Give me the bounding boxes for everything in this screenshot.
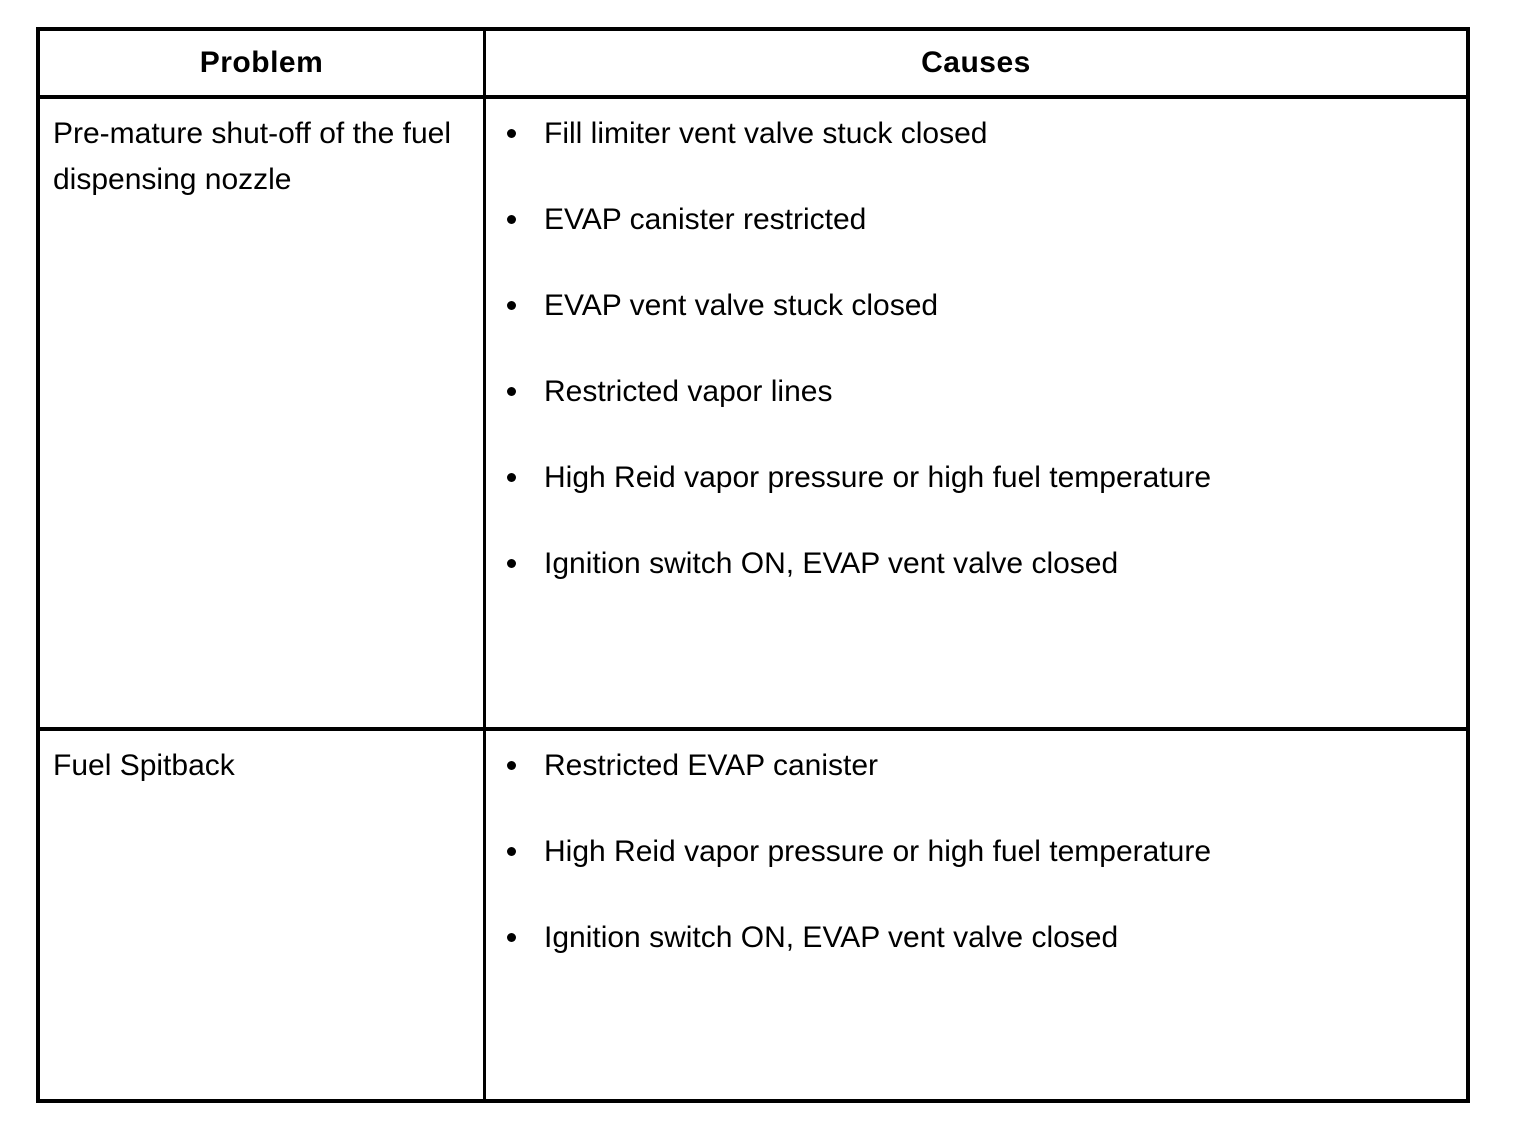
causes-bullet-list: Restricted EVAP canister High Reid vapor … <box>486 731 1466 961</box>
bullet-icon <box>507 933 516 942</box>
bullet-icon <box>507 559 516 568</box>
cause-text: Restricted EVAP canister <box>544 749 879 782</box>
cause-list-item: High Reid vapor pressure or high fuel te… <box>486 829 1456 875</box>
cause-text: EVAP vent valve stuck closed <box>544 289 939 322</box>
bullet-icon <box>507 129 516 138</box>
table-row: Pre-mature shut-off of the fuel dispensi… <box>40 95 1466 727</box>
table-header-row: Problem Causes <box>40 31 1466 95</box>
bullet-icon <box>507 847 516 856</box>
header-cell-problem: Problem <box>40 31 486 95</box>
cause-text: High Reid vapor pressure or high fuel te… <box>544 461 1212 494</box>
problem-description: Pre-mature shut-off of the fuel dispensi… <box>53 117 451 196</box>
cause-list-item: Restricted vapor lines <box>486 369 1456 415</box>
causes-cell: Fill limiter vent valve stuck closed EVAP… <box>486 99 1466 727</box>
cause-text: Fill limiter vent valve stuck closed <box>544 117 988 150</box>
bullet-icon <box>507 215 516 224</box>
cause-list-item: EVAP vent valve stuck closed <box>486 283 1456 329</box>
cause-list-item: EVAP canister restricted <box>486 197 1456 243</box>
problem-causes-table: Problem Causes Pre-mature shut-off of th… <box>36 27 1470 1103</box>
problem-description: Fuel Spitback <box>53 749 235 782</box>
cause-text: High Reid vapor pressure or high fuel te… <box>544 835 1212 868</box>
cause-list-item: Fill limiter vent valve stuck closed <box>486 111 1456 157</box>
bullet-icon <box>507 387 516 396</box>
bullet-icon <box>507 761 516 770</box>
causes-cell: Restricted EVAP canister High Reid vapor … <box>486 731 1466 1099</box>
cause-text: EVAP canister restricted <box>544 203 867 236</box>
cause-list-item: High Reid vapor pressure or high fuel te… <box>486 455 1456 501</box>
cause-text: Ignition switch ON, EVAP vent valve clos… <box>544 547 1119 580</box>
table-row: Fuel Spitback Restricted EVAP canister Hi… <box>40 727 1466 1099</box>
problem-cell: Fuel Spitback <box>40 731 486 1099</box>
cause-list-item: Restricted EVAP canister <box>486 743 1456 789</box>
problem-column-header: Problem <box>199 46 324 79</box>
cause-text: Ignition switch ON, EVAP vent valve clos… <box>544 921 1119 954</box>
problem-cell: Pre-mature shut-off of the fuel dispensi… <box>40 99 486 727</box>
cause-list-item: Ignition switch ON, EVAP vent valve clos… <box>486 541 1456 587</box>
header-cell-causes: Causes <box>486 31 1466 95</box>
cause-list-item: Ignition switch ON, EVAP vent valve clos… <box>486 915 1456 961</box>
bullet-icon <box>507 473 516 482</box>
cause-text: Restricted vapor lines <box>544 375 833 408</box>
causes-column-header: Causes <box>921 46 1031 79</box>
causes-bullet-list: Fill limiter vent valve stuck closed EVAP… <box>486 99 1466 587</box>
bullet-icon <box>507 301 516 310</box>
